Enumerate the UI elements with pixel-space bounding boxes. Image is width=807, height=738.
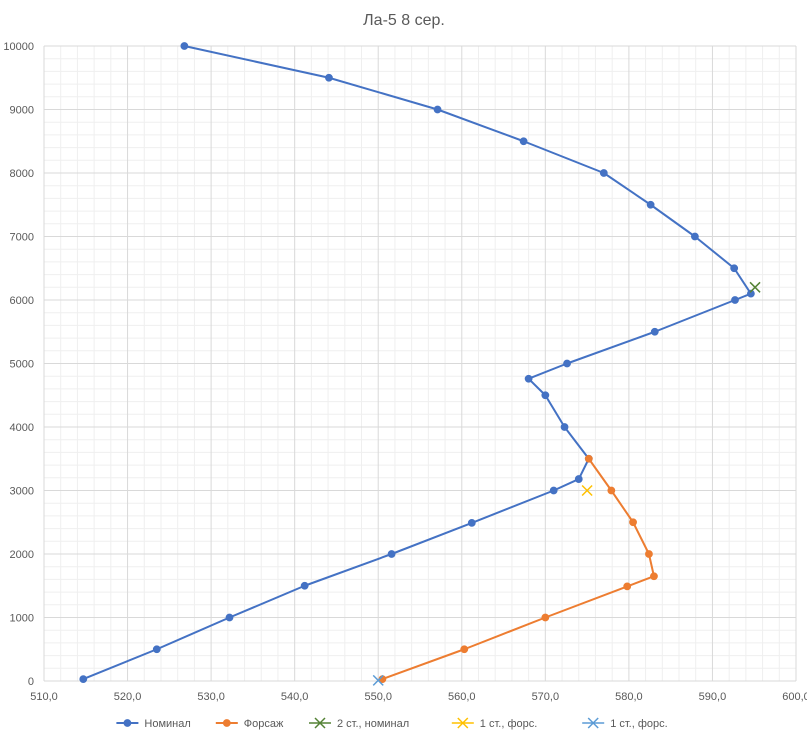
data-point [549,486,558,495]
x-tick-label: 600,0 [782,691,807,703]
data-point [690,232,699,241]
data-point [607,486,616,495]
data-point [300,581,309,590]
major-gridlines [43,45,797,682]
marker-stroke [457,717,469,729]
data-point [467,518,476,527]
data-point [460,645,469,654]
series-2 [378,454,658,683]
data-point [541,391,550,400]
series-1 [79,42,755,683]
legend-marker [123,719,132,727]
data-point [599,169,608,177]
data-point [79,675,88,683]
legend-marker [222,719,231,727]
y-tick-label: 10000 [3,41,34,53]
legend-item-3: 2 ст., номинал [309,717,409,730]
data-point [560,423,569,431]
y-axis-tick-labels: 0 1000 2000 3000 4000 5000 6000 7000 8000 9000 100… [3,41,34,688]
legend-item-5: 1 ст., форс. [582,717,668,730]
x-tick-label: 530,0 [197,691,225,703]
x-tick-label: 570,0 [532,691,560,703]
data-point [746,289,755,298]
y-tick-label: 4000 [10,422,34,434]
data-point [646,200,655,209]
data-point [650,327,659,336]
data-point [225,613,234,622]
legend-item-1: Номинал [116,718,191,730]
data-point [584,454,593,463]
data-point [574,475,583,483]
legend-item-2: Форсаж [215,718,284,730]
x-tick-label: 550,0 [364,691,392,703]
data-point [433,105,442,114]
series-layer [79,42,761,686]
legend-marker [314,717,326,729]
series-line [82,45,752,681]
data-point [650,572,658,581]
legend-label: Форсаж [244,718,284,730]
y-tick-label: 6000 [10,295,34,307]
legend: Номинал Форсаж 2 ст., номинал 1 ст., форс. 1… [116,717,668,730]
legend-label: Номинал [144,718,190,730]
y-tick-label: 8000 [10,168,34,180]
legend-label: 1 ст., форс. [480,718,538,730]
data-point [623,582,632,591]
series-4 [581,484,593,497]
data-point [629,518,637,527]
x-tick-label: 510,0 [30,691,58,703]
x-axis-tick-labels: 510,0 520,0 530,0 540,0 550,0 560,0 570,0 580,0… [30,691,807,703]
legend-marker [587,717,599,729]
legend-label: 1 ст., форс. [610,718,668,730]
y-tick-label: 0 [28,676,34,688]
y-tick-label: 9000 [10,105,34,117]
marker-stroke [314,717,326,729]
data-point [372,674,384,686]
x-tick-label: 560,0 [448,691,476,703]
x-tick-label: 590,0 [699,691,727,703]
data-point [731,296,739,304]
y-tick-label: 7000 [10,232,34,244]
marker-stroke [372,674,384,686]
y-tick-label: 2000 [10,549,34,561]
legend-item-4: 1 ст., форс. [451,717,538,730]
data-point [180,42,189,50]
marker-stroke [749,281,761,293]
marker-stroke [581,484,593,497]
data-point [152,645,161,654]
legend-label: 2 ст., номинал [337,718,409,730]
y-tick-label: 3000 [10,486,34,498]
data-point [519,137,528,146]
data-point [645,550,653,558]
chart-title: Ла-5 8 сер. [363,12,445,29]
data-point [387,550,396,558]
x-tick-label: 540,0 [281,691,309,703]
x-tick-label: 580,0 [615,691,643,703]
legend-marker [457,717,469,729]
series-5 [372,674,384,686]
data-point [581,484,593,497]
data-point [524,374,533,383]
y-tick-label: 5000 [10,359,34,371]
series-3 [749,281,761,293]
data-point [541,613,550,622]
data-point [563,359,571,368]
data-point [325,73,333,82]
x-tick-label: 520,0 [114,691,142,703]
y-tick-label: 1000 [10,613,34,625]
data-point [730,264,739,273]
marker-stroke [587,717,599,729]
data-point [749,281,761,293]
